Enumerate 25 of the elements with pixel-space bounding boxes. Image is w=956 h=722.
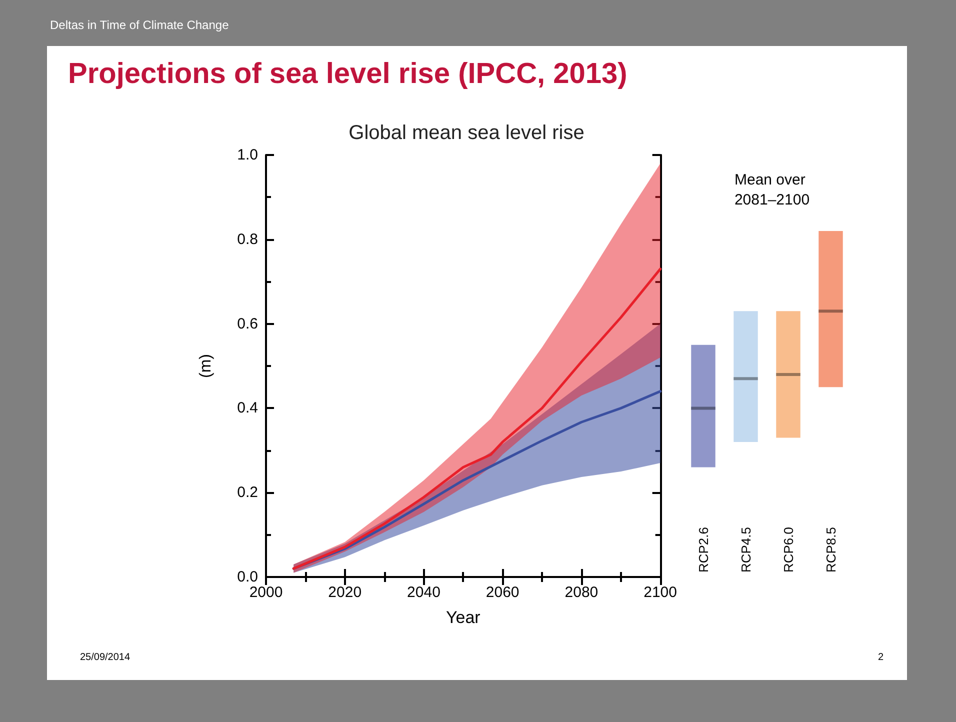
text: Projections of sea level rise (IPCC, 2013) <box>68 58 628 91</box>
x-tick-label: 2100 <box>644 584 678 601</box>
y-tick-label: 0.6 <box>237 315 258 332</box>
x-tick-label: RCP8.5 <box>823 527 838 573</box>
text: 2 <box>878 652 884 663</box>
y-tick-label: 0.4 <box>237 400 258 417</box>
text: Mean over 2081–2100 <box>734 172 810 208</box>
y-axis-title: (m) <box>198 354 214 378</box>
x-tick-label: 2040 <box>407 584 440 601</box>
x-tick-label: RCP2.6 <box>696 527 711 573</box>
chart-title: Global mean sea level rise <box>348 122 584 144</box>
x-tick-label: 2060 <box>486 584 520 601</box>
text: Deltas in Time of Climate Change <box>50 18 229 32</box>
line-series <box>292 268 662 570</box>
x-tick-label: 2000 <box>249 584 283 601</box>
x-tick-label: 2080 <box>564 584 598 601</box>
y-tick-label: 1.0 <box>237 146 258 164</box>
x-tick-label: RCP6.0 <box>780 527 796 573</box>
x-axis-title: Year <box>446 608 481 627</box>
y-tick-label: 0.2 <box>237 484 258 502</box>
text: 25/09/2014 <box>80 652 130 663</box>
x-tick-label: 2020 <box>328 584 362 601</box>
x-tick-label: RCP4.5 <box>738 527 754 573</box>
y-tick-label: 0.0 <box>237 568 258 586</box>
y-tick-label: 0.8 <box>237 230 258 248</box>
